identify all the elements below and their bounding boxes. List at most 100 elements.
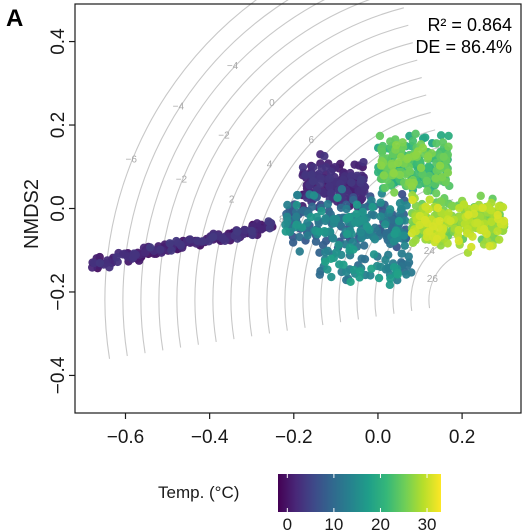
data-point bbox=[374, 273, 384, 283]
data-point bbox=[208, 232, 218, 242]
data-point bbox=[435, 216, 444, 226]
data-point bbox=[454, 236, 464, 246]
data-point bbox=[386, 274, 395, 283]
data-point bbox=[397, 249, 406, 258]
data-point bbox=[292, 212, 301, 221]
data-point bbox=[422, 176, 431, 186]
data-point bbox=[283, 200, 292, 210]
data-point bbox=[423, 152, 433, 161]
contour-line bbox=[104, 0, 258, 359]
data-point bbox=[293, 191, 302, 200]
data-point bbox=[342, 229, 352, 239]
data-point bbox=[413, 147, 423, 156]
data-point bbox=[367, 264, 376, 273]
data-point bbox=[479, 225, 489, 234]
data-point bbox=[436, 131, 446, 140]
data-point bbox=[281, 220, 290, 229]
data-point bbox=[337, 185, 347, 194]
data-point bbox=[131, 250, 141, 260]
contour-label: −2 bbox=[218, 130, 230, 141]
data-point bbox=[307, 170, 316, 179]
data-point bbox=[391, 140, 401, 150]
y-axis: 0.4 0.2 0.0 −0.2 −0.4 bbox=[48, 28, 75, 394]
colorbar-title: Temp. (°C) bbox=[158, 483, 239, 502]
data-point bbox=[352, 209, 361, 219]
data-point bbox=[368, 202, 377, 212]
contour-label: −4 bbox=[173, 102, 185, 113]
data-point bbox=[316, 179, 325, 189]
colorbar-tick-label: 10 bbox=[324, 515, 343, 531]
data-point bbox=[321, 247, 330, 257]
data-point bbox=[454, 225, 463, 235]
data-point bbox=[385, 280, 395, 290]
x-tick-label: −0.4 bbox=[191, 427, 229, 448]
data-point bbox=[325, 173, 335, 183]
data-point bbox=[425, 195, 434, 204]
data-point bbox=[495, 235, 504, 244]
data-point bbox=[400, 216, 410, 225]
data-point bbox=[265, 224, 274, 233]
data-point bbox=[298, 162, 308, 172]
colorbar-ticks: 0 10 20 30 bbox=[283, 474, 436, 531]
data-point bbox=[394, 216, 404, 226]
x-tick-label: −0.6 bbox=[107, 427, 145, 448]
data-point bbox=[407, 182, 417, 191]
data-point bbox=[385, 205, 395, 214]
data-point bbox=[344, 212, 354, 222]
data-point bbox=[295, 247, 304, 256]
data-point bbox=[399, 231, 409, 240]
data-point bbox=[315, 227, 324, 236]
data-point bbox=[366, 271, 375, 280]
contour-label: 24 bbox=[424, 246, 436, 257]
data-point bbox=[362, 222, 372, 231]
data-point bbox=[156, 245, 165, 254]
data-point bbox=[311, 237, 321, 246]
data-point bbox=[459, 200, 469, 209]
data-point bbox=[428, 222, 438, 231]
x-tick-label: −0.2 bbox=[275, 427, 313, 448]
data-point bbox=[198, 237, 207, 246]
data-point bbox=[288, 238, 298, 247]
data-point bbox=[320, 151, 329, 161]
data-point bbox=[424, 163, 433, 173]
data-point bbox=[327, 272, 336, 282]
data-point bbox=[448, 202, 458, 211]
data-point bbox=[443, 239, 452, 248]
data-point bbox=[376, 212, 385, 221]
data-point bbox=[433, 203, 442, 213]
data-point bbox=[333, 193, 342, 203]
data-point bbox=[380, 220, 390, 229]
data-point bbox=[356, 228, 366, 237]
contour-line bbox=[140, 0, 326, 354]
contour-line bbox=[158, 0, 371, 351]
data-point bbox=[342, 267, 351, 277]
data-point bbox=[421, 202, 430, 211]
data-point bbox=[339, 260, 348, 269]
data-point bbox=[390, 229, 399, 239]
contour-label: 4 bbox=[267, 159, 273, 170]
data-point bbox=[375, 131, 385, 141]
x-tick-label: 0.2 bbox=[449, 427, 475, 448]
data-point bbox=[468, 232, 477, 241]
data-point bbox=[405, 167, 415, 176]
data-point bbox=[444, 131, 453, 141]
data-point bbox=[404, 258, 414, 267]
data-point bbox=[292, 200, 301, 210]
data-point bbox=[464, 210, 473, 219]
data-point bbox=[416, 163, 426, 173]
data-point bbox=[323, 265, 332, 274]
data-point bbox=[303, 231, 312, 240]
contour-line bbox=[176, 7, 404, 348]
data-point bbox=[118, 250, 128, 259]
data-point bbox=[356, 175, 366, 185]
data-point bbox=[498, 202, 508, 212]
data-point bbox=[415, 220, 424, 230]
contour-label: −4 bbox=[227, 61, 239, 72]
data-point bbox=[321, 214, 330, 223]
data-point bbox=[328, 234, 338, 243]
x-axis: −0.6 −0.4 −0.2 0.0 0.2 bbox=[107, 413, 475, 448]
colorbar-tick-label: 20 bbox=[371, 515, 390, 531]
contour-line bbox=[122, 0, 289, 357]
data-point bbox=[381, 255, 390, 265]
